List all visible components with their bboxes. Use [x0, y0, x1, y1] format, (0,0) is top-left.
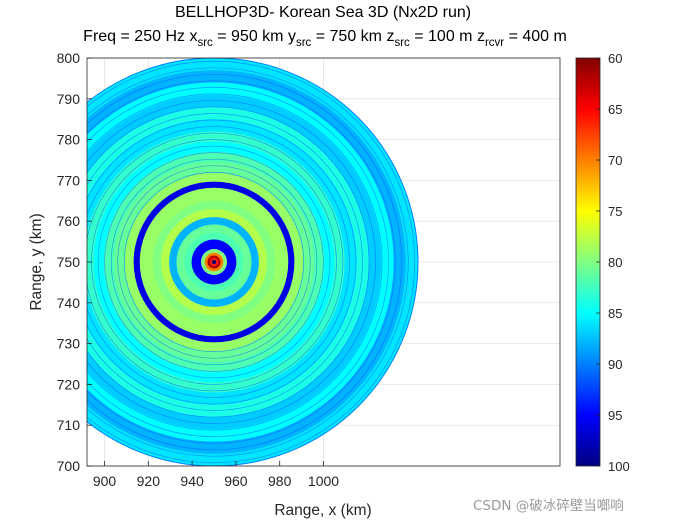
y-tick-label: 720 [57, 376, 81, 392]
colorbar-tick-label: 95 [608, 408, 622, 423]
watermark: CSDN @破冰碎壁当啷响 [473, 498, 624, 514]
y-tick-label: 790 [57, 91, 81, 107]
x-tick-label: 920 [137, 473, 161, 489]
tl-field [87, 58, 419, 466]
y-axis-label: Range, y (km) [28, 213, 45, 310]
colorbar-tick-label: 75 [608, 204, 622, 219]
x-axis-ticks: 900 920 940 960 980 1000 [93, 461, 339, 489]
x-tick-label: 960 [224, 473, 248, 489]
y-tick-label: 770 [57, 172, 81, 188]
subtitle-zrcvr-sub: rcvr [485, 37, 504, 49]
colorbar-ticks: 60 65 70 75 80 85 90 95 100 [596, 51, 630, 474]
interference-arc [87, 74, 402, 450]
x-axis-label: Range, x (km) [274, 502, 371, 519]
interference-arc [87, 100, 376, 424]
colorbar-tick-label: 70 [608, 153, 622, 168]
interference-arc [87, 67, 409, 457]
tl-ring [211, 259, 217, 265]
y-tick-label: 700 [57, 458, 81, 474]
chart-title: BELLHOP3D- Korean Sea 3D (Nx2D run) [175, 4, 471, 21]
subtitle-xsrc-symbol: x [189, 28, 197, 45]
interference-arc [87, 80, 396, 444]
interference-arc [87, 87, 389, 437]
y-tick-label: 730 [57, 336, 81, 352]
interference-arc [117, 165, 311, 359]
chart-subtitle: Freq = 250 Hz xsrc = 950 km ysrc = 750 k… [83, 28, 567, 49]
subtitle-zsrc-sub: src [394, 37, 410, 49]
y-tick-label: 710 [57, 417, 81, 433]
interference-arc [123, 171, 305, 353]
x-tick-label: 900 [93, 473, 117, 489]
y-axis-ticks: 700 710 720 730 740 750 760 770 780 790 800 [57, 50, 92, 474]
subtitle-zsrc-symbol: z [386, 28, 394, 45]
colorbar-tick-label: 80 [608, 255, 622, 270]
interference-arc [110, 158, 318, 366]
colorbar-tick-label: 60 [608, 51, 622, 66]
interference-arc [87, 119, 357, 405]
x-tick-label: 980 [268, 473, 292, 489]
interference-arc [97, 145, 331, 379]
y-tick-label: 760 [57, 213, 81, 229]
subtitle-zrcvr-symbol: z [477, 28, 485, 45]
y-tick-label: 780 [57, 132, 81, 148]
y-tick-label: 740 [57, 295, 81, 311]
subtitle-ysrc-sub: src [296, 37, 312, 49]
interference-arc [87, 93, 383, 431]
x-tick-label: 940 [180, 473, 204, 489]
field-boundary [87, 58, 419, 466]
colorbar-tick-label: 100 [608, 459, 630, 474]
interference-arc [87, 132, 344, 392]
subtitle-zsrc-value: = 100 m [410, 28, 473, 45]
subtitle-ysrc-value: = 750 km [311, 28, 382, 45]
y-tick-label: 750 [57, 254, 81, 270]
subtitle-ysrc-symbol: y [288, 28, 296, 45]
colorbar-tick-label: 90 [608, 357, 622, 372]
x-tick-label: 1000 [308, 473, 339, 489]
interference-arc [87, 126, 350, 398]
interference-arc [87, 106, 370, 418]
interference-arc [87, 113, 363, 411]
y-tick-label: 800 [57, 50, 81, 66]
colorbar-tick-label: 65 [608, 102, 622, 117]
subtitle-xsrc-sub: src [197, 37, 213, 49]
subtitle-zrcvr-value: = 400 m [504, 28, 567, 45]
subtitle-freq: Freq = 250 Hz [83, 28, 185, 45]
subtitle-xsrc-value: = 950 km [213, 28, 284, 45]
colorbar-tick-label: 85 [608, 306, 622, 321]
interference-arc [104, 152, 324, 372]
interference-arc [87, 60, 416, 464]
